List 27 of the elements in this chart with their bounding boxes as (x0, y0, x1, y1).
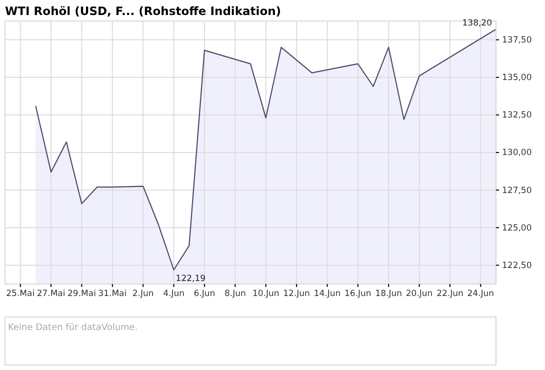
chart-title: WTI Rohöl (USD, F... (Rohstoffe Indikation) (5, 4, 282, 18)
x-tick-label: 6.Jun (194, 289, 216, 300)
x-tick-label: 24.Jun (467, 289, 494, 300)
x-tick-label: 2.Jun (132, 289, 154, 300)
y-tick-label: 130,00 (502, 148, 532, 158)
annotation: 138,20 (462, 18, 492, 28)
x-tick-label: 8.Jun (224, 289, 246, 300)
y-tick-label: 135,00 (502, 73, 532, 84)
x-tick-label: 14.Jun (314, 289, 341, 300)
text: Keine Daten für dataVolume. (8, 323, 138, 333)
x-tick-label: 22.Jun (436, 289, 464, 300)
x-tick-label: 18.Jun (375, 289, 402, 300)
x-tick-label: 20.Jun (406, 289, 433, 300)
y-tick-label: 132,50 (502, 110, 532, 121)
annotation: 122,19 (176, 274, 206, 284)
x-tick-label: 27.Mai (36, 289, 66, 300)
x-tick-label: 4.Jun (163, 289, 184, 300)
y-tick-label: 137,50 (502, 36, 532, 46)
x-tick-label: 12.Jun (283, 289, 310, 300)
x-tick-label: 25.Mai (6, 289, 35, 300)
x-tick-label: 16.Jun (344, 289, 372, 300)
y-tick-label: 127,50 (502, 186, 532, 196)
y-tick-label: 125,00 (502, 223, 532, 234)
x-tick-label: 29.Mai (68, 289, 96, 300)
y-tick-label: 122,50 (502, 260, 532, 271)
x-tick-label: 10.Jun (252, 289, 280, 300)
x-tick-label: 31.Mai (98, 289, 127, 300)
